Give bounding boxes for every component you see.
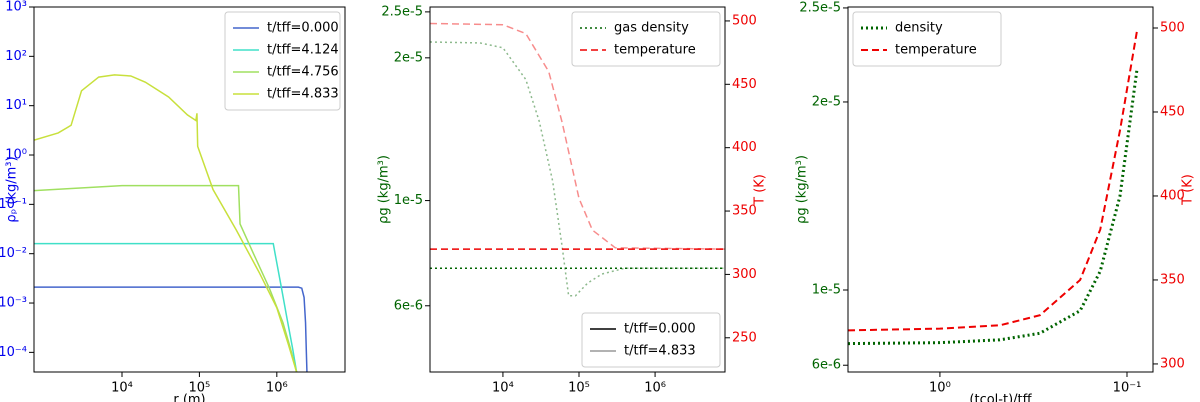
series-line xyxy=(34,242,298,372)
y2-axis-label: T (K) xyxy=(753,174,768,206)
series-line xyxy=(430,22,725,250)
plot-frame xyxy=(429,6,726,373)
series-line xyxy=(34,184,298,372)
y-tick-label: 6e-6 xyxy=(394,298,423,313)
legend-box xyxy=(852,11,1002,67)
y2-tick-label: 350 xyxy=(732,204,757,219)
y-tick-label: 2.5e-5 xyxy=(381,4,423,19)
x-tick-label: 10⁵ xyxy=(568,381,590,396)
plot-frame xyxy=(33,6,346,373)
y-tick-label: 1e-5 xyxy=(812,283,841,298)
y-tick-label: 10⁰ xyxy=(5,148,27,163)
y-tick-label: 10³ xyxy=(5,0,27,15)
legend-label: t/tff=4.756 xyxy=(267,65,339,80)
x-tick-label: 10⁻¹ xyxy=(1113,381,1142,396)
y-axis-label: ρg (kg/m³) xyxy=(377,155,392,224)
y-tick-label: 10⁻¹ xyxy=(0,197,27,212)
x-axis-label: r (m) xyxy=(173,393,205,402)
y-tick-label: 10¹ xyxy=(5,98,27,113)
y2-tick-label: 250 xyxy=(732,330,757,345)
legend-box xyxy=(224,11,341,111)
series-line xyxy=(34,74,298,372)
x-tick-label: 10⁴ xyxy=(492,381,514,396)
y-tick-label: 2e-5 xyxy=(812,94,841,109)
x-tick-label: 10⁴ xyxy=(111,381,133,396)
legend-label: temperature xyxy=(895,43,977,58)
y2-tick-label: 300 xyxy=(732,267,757,282)
legend-label: t/tff=4.124 xyxy=(267,43,339,58)
series-line xyxy=(848,31,1138,332)
y-tick-label: 10² xyxy=(5,49,27,64)
legend-label: t/tff=0.000 xyxy=(624,322,696,337)
y2-tick-label: 350 xyxy=(1160,272,1185,287)
legend-label: gas density xyxy=(614,21,689,36)
y2-tick-label: 300 xyxy=(1160,356,1185,371)
y-tick-label: 1e-5 xyxy=(394,193,423,208)
y-axis-label: ρg (kg/m³) xyxy=(795,155,810,224)
y2-tick-label: 500 xyxy=(1160,20,1185,35)
series-line xyxy=(34,286,308,372)
plot-frame xyxy=(847,6,1154,373)
y-tick-label: 2.5e-5 xyxy=(799,0,841,15)
series-line xyxy=(430,41,725,297)
legend-label: density xyxy=(895,21,943,36)
y-tick-label: 10⁻⁴ xyxy=(0,345,27,360)
y-tick-label: 2e-5 xyxy=(394,50,423,65)
legend-box xyxy=(581,312,721,368)
x-axis-label: (tcol-t)/tff xyxy=(969,393,1032,402)
y-axis-label: ρₚ (kg/m³) xyxy=(5,156,20,222)
y2-tick-label: 450 xyxy=(732,77,757,92)
y-tick-label: 10⁻² xyxy=(0,246,27,261)
y2-tick-label: 400 xyxy=(732,140,757,155)
y2-tick-label: 400 xyxy=(1160,188,1185,203)
legend-label: t/tff=4.833 xyxy=(624,344,696,359)
x-tick-label: 10⁵ xyxy=(189,381,211,396)
legend-label: t/tff=0.000 xyxy=(267,21,339,36)
legend-label: temperature xyxy=(614,43,696,58)
y-tick-label: 10⁻³ xyxy=(0,296,27,311)
y2-axis-label: T (K) xyxy=(1181,174,1196,206)
y2-tick-label: 500 xyxy=(732,13,757,28)
y2-tick-label: 450 xyxy=(1160,104,1185,119)
legend-label: t/tff=4.833 xyxy=(267,87,339,102)
legend-box xyxy=(571,11,721,67)
y-tick-label: 6e-6 xyxy=(812,358,841,373)
x-tick-label: 10⁰ xyxy=(929,381,951,396)
x-tick-label: 10⁶ xyxy=(266,381,288,396)
x-tick-label: 10⁶ xyxy=(644,381,666,396)
series-line xyxy=(848,69,1139,346)
